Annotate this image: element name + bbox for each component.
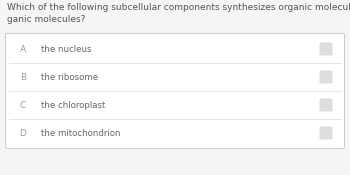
Text: the ribosome: the ribosome bbox=[41, 72, 98, 82]
FancyBboxPatch shape bbox=[320, 43, 332, 55]
Text: D: D bbox=[20, 128, 27, 138]
FancyBboxPatch shape bbox=[320, 99, 332, 111]
Text: the chloroplast: the chloroplast bbox=[41, 100, 105, 110]
Text: C: C bbox=[20, 100, 26, 110]
FancyBboxPatch shape bbox=[320, 127, 332, 139]
FancyBboxPatch shape bbox=[320, 71, 332, 83]
FancyBboxPatch shape bbox=[6, 33, 344, 149]
Text: the mitochondrion: the mitochondrion bbox=[41, 128, 120, 138]
Text: the nucleus: the nucleus bbox=[41, 44, 91, 54]
Text: B: B bbox=[20, 72, 26, 82]
Text: Which of the following subcellular components synthesizes organic molecules from: Which of the following subcellular compo… bbox=[7, 3, 350, 25]
Text: A: A bbox=[20, 44, 26, 54]
